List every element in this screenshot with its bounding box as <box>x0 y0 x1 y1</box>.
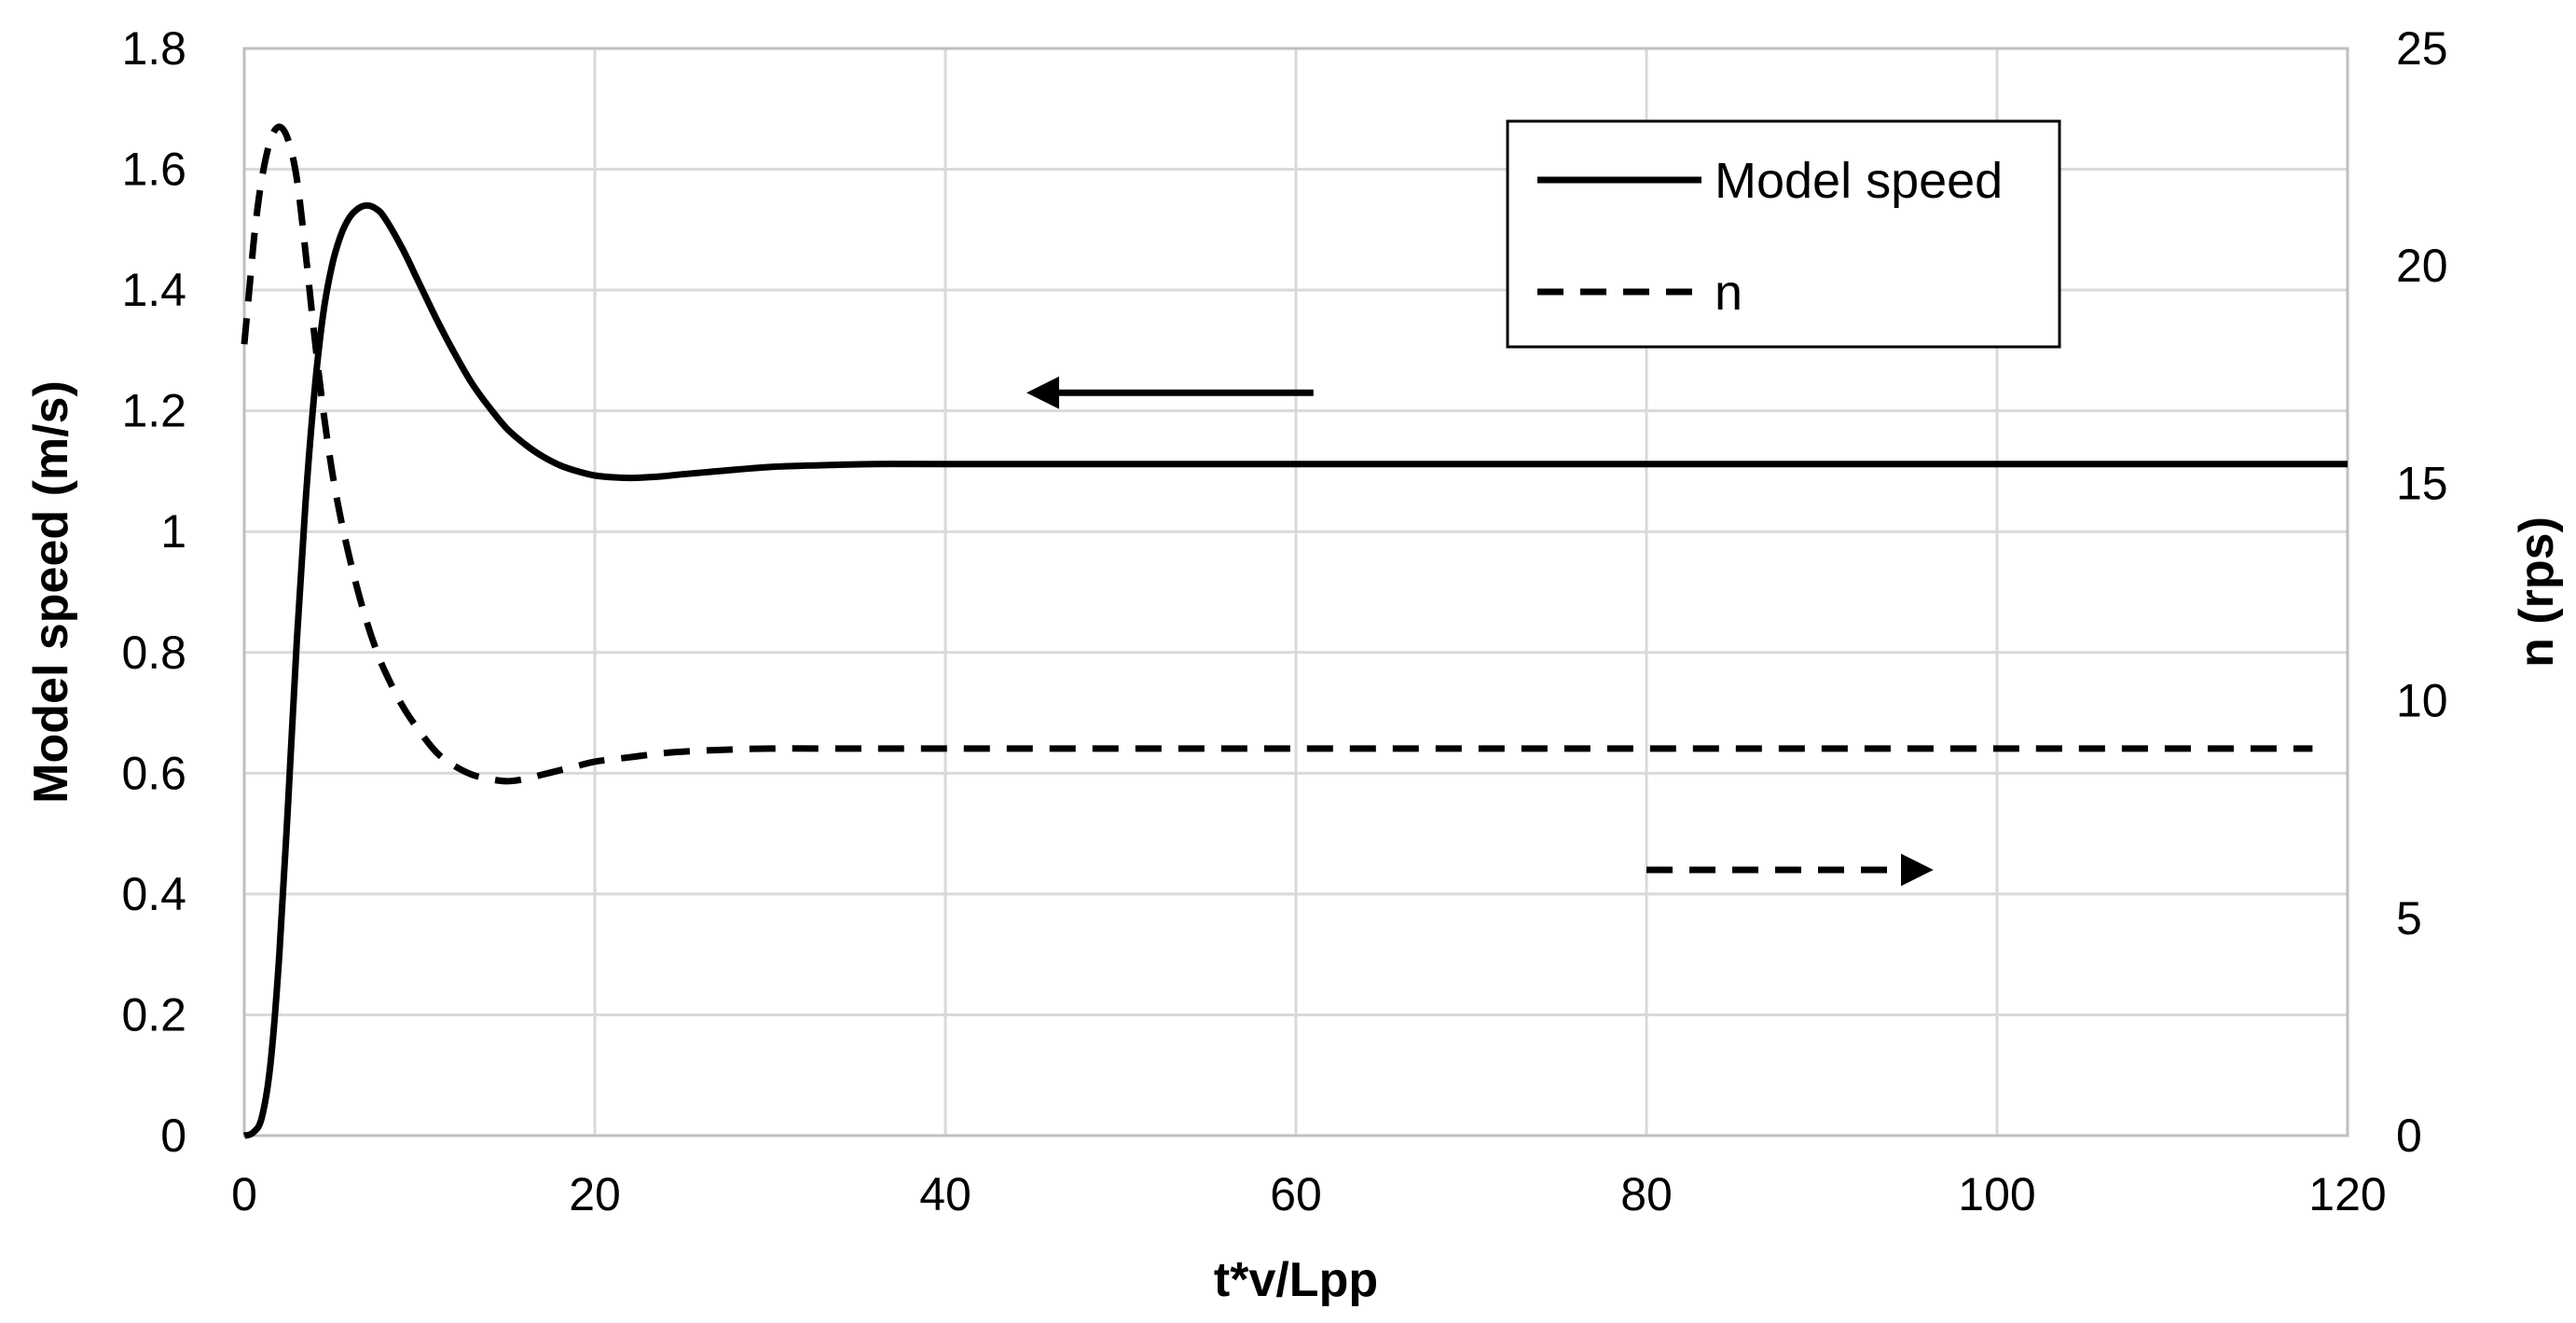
y2-tick-label: 0 <box>2396 1109 2422 1162</box>
y-tick-label: 1.2 <box>121 385 186 437</box>
series-layer <box>241 123 2348 1139</box>
x-tick-label: 60 <box>1270 1168 1322 1220</box>
y-tick-label: 1.6 <box>121 144 186 196</box>
x-tick-label: 20 <box>569 1168 621 1220</box>
y-tick-label: 0.6 <box>121 747 186 799</box>
y-tick-label: 0 <box>160 1109 186 1162</box>
y-tick-label: 1.4 <box>121 264 186 316</box>
x-tick-label: 40 <box>919 1168 971 1220</box>
y2-tick-label: 25 <box>2396 22 2448 75</box>
legend: Model speed n <box>1506 119 2061 349</box>
y-tick-label: 1.8 <box>121 22 186 75</box>
y-tick-label: 0.8 <box>121 627 186 679</box>
legend-label-n: n <box>1715 265 1743 321</box>
series-line-n <box>241 123 2313 785</box>
legend-label-model-speed: Model speed <box>1715 153 2003 209</box>
plot-area-frame <box>242 47 2349 1137</box>
y2-axis-title: n (rps) <box>2510 517 2564 668</box>
y-tick-label: 0.4 <box>121 868 186 920</box>
y2-tick-label: 10 <box>2396 675 2448 727</box>
y-tick-label: 0.2 <box>121 988 186 1040</box>
series-line-model-speed <box>242 201 2348 1139</box>
x-tick-label: 80 <box>1620 1168 1673 1220</box>
y2-tick-label: 20 <box>2396 240 2448 292</box>
legend-box <box>1506 119 2061 349</box>
y-tick-label: 1 <box>160 505 186 558</box>
y2-tick-label: 15 <box>2396 457 2448 509</box>
y-axis-title: Model speed (m/s) <box>24 380 78 804</box>
x-tick-label: 120 <box>2308 1168 2386 1220</box>
y2-tick-label: 5 <box>2396 892 2422 944</box>
x-axis-title: t*v/Lpp <box>1214 1253 1378 1307</box>
tick-label-layer: 0 0.2 0.4 0.6 0.8 1 1.2 1.4 1.6 1.8 0 5 10 15 20 25 0 20 4… <box>121 22 2447 1220</box>
x-tick-label: 0 <box>231 1168 257 1220</box>
x-tick-label: 100 <box>1958 1168 2035 1220</box>
annotation-layer <box>1026 376 1934 887</box>
